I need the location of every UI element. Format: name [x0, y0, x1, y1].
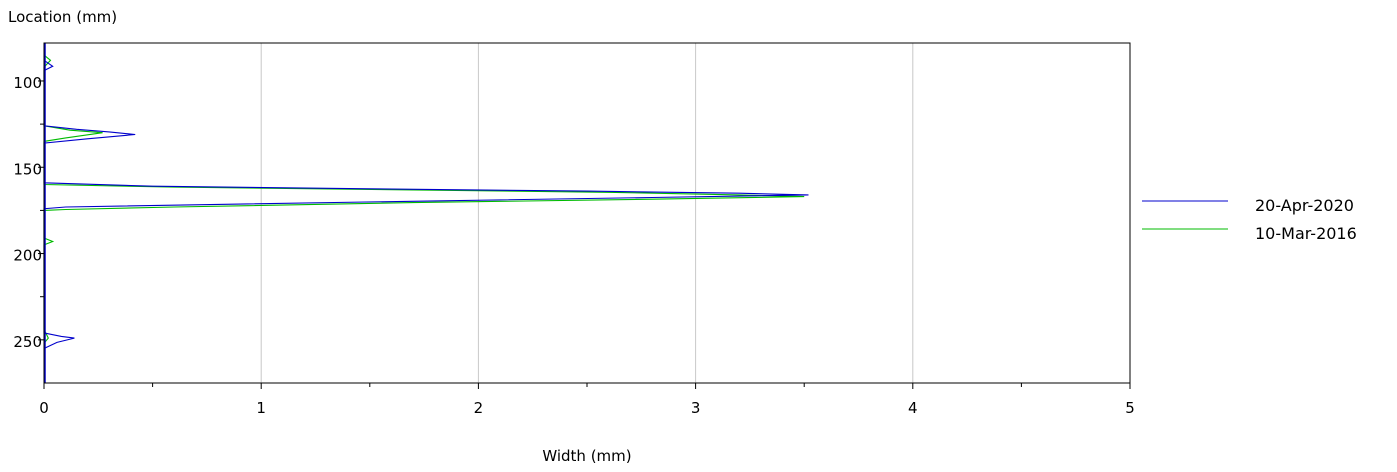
y-tick-label: 100: [13, 74, 42, 92]
x-tick-label: 2: [474, 399, 484, 417]
axis-ticks: 0 1 2 3 4 5 100 150 200 250: [13, 74, 1134, 417]
series-lines: [43, 43, 809, 383]
x-tick-label: 5: [1125, 399, 1135, 417]
grid-lines: [260, 43, 914, 383]
plot-area-frame: [43, 42, 1131, 384]
legend-entry-label: 10-Mar-2016: [1255, 224, 1357, 243]
legend: 20-Apr-2020 10-Mar-2016: [1142, 196, 1357, 243]
legend-entry-label: 20-Apr-2020: [1255, 196, 1354, 215]
x-tick-label: 4: [908, 399, 918, 417]
x-axis-title: Width (mm): [542, 447, 631, 465]
y-tick-label: 150: [13, 160, 42, 178]
x-tick-label: 0: [39, 399, 49, 417]
x-tick-label: 1: [256, 399, 266, 417]
x-tick-label: 3: [691, 399, 701, 417]
y-tick-label: 250: [13, 333, 42, 351]
y-tick-label: 200: [13, 247, 42, 265]
series-line: [43, 54, 805, 344]
series-line: [43, 59, 809, 349]
y-axis-title: Location (mm): [8, 8, 117, 26]
